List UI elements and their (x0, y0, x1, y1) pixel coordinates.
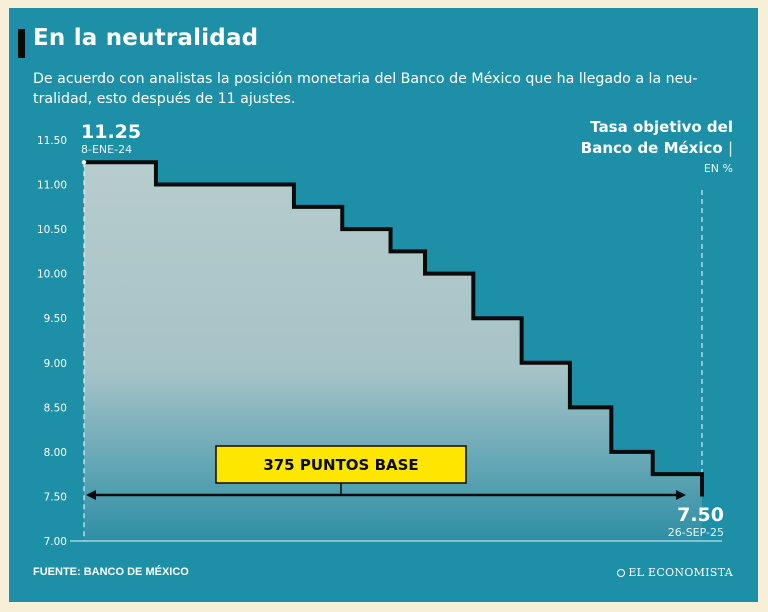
y-tick-label: 11.50 (37, 135, 67, 147)
y-tick-label: 7.00 (44, 536, 67, 548)
y-tick-label: 9.50 (44, 313, 67, 325)
brand-logo: EL ECONOMISTA (617, 566, 733, 579)
chart-subtitle: De acuerdo con analistas la posición mon… (33, 71, 698, 107)
series-legend: Tasa objetivo del Banco de México | EN % (581, 117, 733, 175)
brand-name: EL ECONOMISTA (628, 566, 733, 579)
y-tick-label: 10.00 (37, 269, 67, 281)
data-points (81, 160, 87, 165)
data-point (81, 160, 87, 165)
start-value-label: 11.25 (81, 121, 141, 143)
legend-title-line2-text: Banco de México (580, 139, 723, 157)
end-date-label: 26-SEP-25 (668, 526, 724, 539)
y-tick-label: 7.50 (44, 491, 67, 503)
title-accent-bar (18, 29, 25, 58)
y-tick-label: 11.00 (37, 180, 67, 192)
end-value-label: 7.50 (677, 504, 724, 526)
source-note: FUENTE: BANCO DE MÉXICO (33, 566, 189, 578)
callout-box (215, 445, 467, 484)
y-tick-label: 8.00 (44, 447, 67, 459)
y-tick-label: 9.00 (44, 358, 67, 370)
legend-separator: | (727, 139, 733, 157)
callout-label: 375 PUNTOS BASE (263, 456, 418, 474)
chart-title: En la neutralidad (33, 25, 259, 51)
legend-unit: EN % (703, 162, 733, 175)
y-tick-label: 10.50 (37, 224, 67, 236)
start-date-label: 8-ENE-24 (81, 143, 132, 156)
legend-title-line1: Tasa objetivo del (590, 118, 733, 136)
series-line-tasa-objetivo (84, 160, 704, 497)
legend-title-line2: Banco de México | (581, 138, 733, 159)
y-tick-label: 8.50 (44, 402, 67, 414)
y-axis-ticks: 11.50 11.00 10.50 10.00 9.50 9.00 8.50 8.00 7.50… (37, 135, 67, 548)
brand-icon (617, 569, 626, 577)
area-fill (84, 162, 702, 541)
